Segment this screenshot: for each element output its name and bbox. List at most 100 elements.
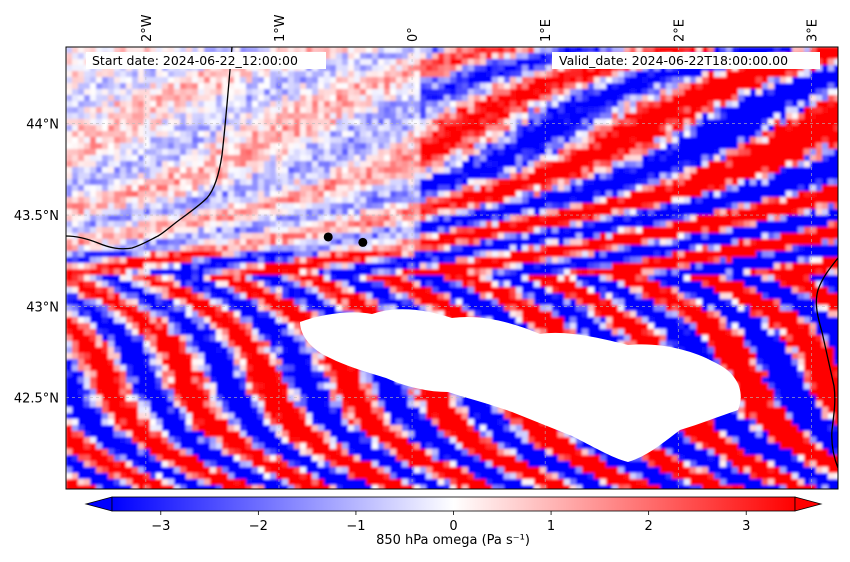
field-cell [354,131,361,138]
field-cell [540,47,547,54]
field-cell [348,191,355,198]
field-cell [318,107,325,114]
field-cell [540,131,547,138]
field-cell [258,221,265,228]
field-cell [342,191,349,198]
field-cell [222,203,229,210]
field-cell [144,161,151,168]
field-cell [366,251,373,258]
field-cell [354,263,361,270]
field-cell [180,233,187,240]
field-cell [294,185,301,192]
field-cell [330,185,337,192]
field-cell [750,131,757,138]
field-cell [456,185,463,192]
field-cell [528,227,535,234]
field-cell [786,161,793,168]
field-cell [144,197,151,204]
field-cell [366,203,373,210]
field-cell [222,167,229,174]
field-cell [282,239,289,246]
field-cell [630,101,637,108]
field-cell [636,179,643,186]
field-cell [396,203,403,210]
field-cell [402,215,409,222]
field-cell [804,83,811,90]
field-cell [156,239,163,246]
field-cell [366,149,373,156]
field-cell [822,119,829,126]
field-cell [426,137,433,144]
field-cell [588,179,595,186]
field-cell [246,143,253,150]
field-cell [360,221,367,228]
field-cell [774,95,781,102]
field-cell [132,143,139,150]
field-cell [138,71,145,78]
field-cell [654,257,661,264]
field-cell [588,77,595,84]
field-cell [798,221,805,228]
field-cell [696,191,703,198]
field-cell [492,47,499,54]
field-cell [462,263,469,270]
field-cell [366,227,373,234]
field-cell [468,203,475,210]
field-cell [810,119,817,126]
field-cell [594,143,601,150]
field-cell [348,203,355,210]
field-cell [678,89,685,96]
field-cell [234,155,241,162]
field-cell [630,119,637,126]
field-cell [390,113,397,120]
field-cell [696,113,703,120]
field-cell [774,137,781,144]
field-cell [708,191,715,198]
field-cell [756,209,763,216]
field-cell [744,113,751,120]
field-cell [672,101,679,108]
field-cell [486,95,493,102]
field-cell [756,101,763,108]
field-cell [780,149,787,156]
field-cell [714,239,721,246]
field-cell [828,83,835,90]
field-cell [792,47,799,54]
field-cell [612,149,619,156]
field-cell [318,197,325,204]
field-cell [720,113,727,120]
field-cell [720,251,727,258]
field-cell [588,119,595,126]
field-cell [456,53,463,60]
field-cell [492,245,499,252]
field-cell [708,77,715,84]
field-cell [252,173,259,180]
field-cell [504,161,511,168]
field-cell [120,269,127,276]
field-cell [468,95,475,102]
field-cell [72,245,79,252]
field-cell [504,245,511,252]
field-cell [204,167,211,174]
field-cell [834,155,838,162]
field-cell [636,131,643,138]
field-cell [342,143,349,150]
field-cell [156,119,163,126]
field-cell [588,239,595,246]
field-cell [288,125,295,132]
field-cell [348,155,355,162]
field-cell [792,119,799,126]
field-cell [180,215,187,222]
field-cell [288,269,295,276]
field-cell [804,107,811,114]
field-cell [288,47,295,54]
field-cell [486,77,493,84]
field-cell [486,107,493,114]
field-cell [210,71,217,78]
field-cell [66,161,73,168]
field-cell [216,125,223,132]
field-cell [108,251,115,258]
field-cell [618,83,625,90]
field-cell [78,89,85,96]
field-cell [156,245,163,252]
